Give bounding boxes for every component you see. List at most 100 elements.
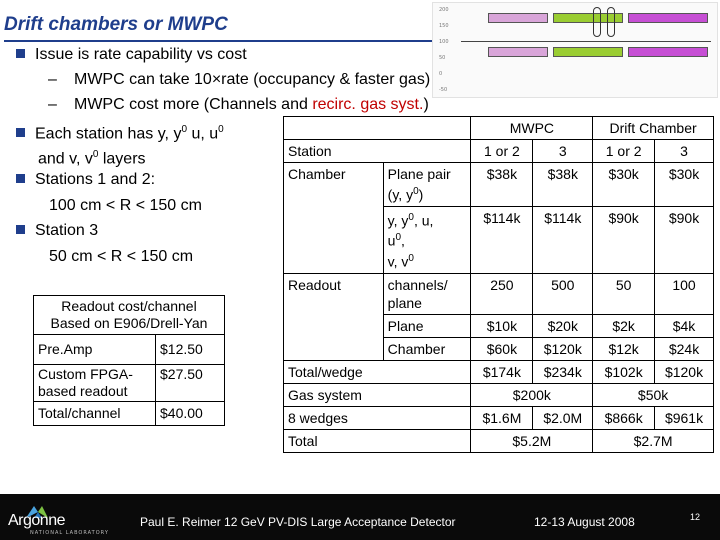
table-row: Gas system $200k $50k <box>282 382 714 407</box>
bullet-square-icon <box>16 128 25 138</box>
plane-pair-value: $38k <box>532 162 594 207</box>
bullet-layers-line2: and v, v0 layers <box>38 145 146 169</box>
thumb-axis-label: -50 <box>439 87 448 93</box>
total-label: Total <box>282 428 472 453</box>
channels-value: 500 <box>532 272 594 315</box>
bullet-rate: Issue is rate capability vs cost <box>16 45 247 65</box>
presentation-date: 12-13 August 2008 <box>534 515 635 529</box>
readout-header-line1: Readout cost/channel <box>61 298 197 314</box>
slide-footer: Argonne NATIONAL LABORATORY Paul E. Reim… <box>0 494 720 540</box>
total-wedge-value: $174k <box>470 359 534 384</box>
thumb-detector-shape <box>553 47 623 57</box>
layer-text: v, v <box>387 253 409 270</box>
channels-per-plane-label: channels/ plane <box>382 272 472 315</box>
bullet-stations-1-2: Stations 1 and 2: <box>16 170 155 190</box>
table-row: Pre.Amp $12.50 <box>33 334 225 365</box>
readout-row-label: Pre.Amp <box>33 334 156 365</box>
table-row: Station 1 or 2 3 1 or 2 3 <box>282 139 714 163</box>
bullet-text: layers <box>98 150 146 168</box>
station-row-label: Station <box>282 139 472 163</box>
full-layer-set-label: y, y0, u, u0, v, v0 <box>382 205 472 274</box>
superscript: 0 <box>413 186 419 197</box>
thumb-axis-label: 100 <box>439 39 449 45</box>
thumb-magnet-shape <box>488 47 548 57</box>
readout-cost-table: Readout cost/channel Based on E906/Drell… <box>33 295 225 426</box>
full-layer-value: $114k <box>470 205 534 274</box>
slide-title: Drift chambers or MWPC <box>4 14 228 35</box>
bullet-text: Issue is rate capability vs cost <box>35 46 247 63</box>
thumb-magnet-shape <box>488 13 548 23</box>
table-row: Readout cost/channel Based on E906/Drell… <box>33 295 225 335</box>
full-layer-value: $90k <box>654 205 714 274</box>
full-layer-value: $90k <box>592 205 656 274</box>
plane-pair-text: ) <box>418 186 424 203</box>
sub-bullet-text: MWPC can take 10×rate (occupancy & faste… <box>74 71 431 88</box>
total-wedge-label: Total/wedge <box>282 359 472 384</box>
table-row: 8 wedges $1.6M $2.0M $866k $961k <box>282 405 714 430</box>
plane-pair-value: $38k <box>470 162 534 207</box>
table-row: Total $5.2M $2.7M <box>282 428 714 453</box>
table-row: y, y0, u, u0, v, v0 $114k $114k $90k $90k <box>284 205 714 274</box>
thumb-axis-label: 50 <box>439 55 446 61</box>
total-wedge-value: $120k <box>654 359 714 384</box>
wedges-value: $866k <box>592 405 656 430</box>
sub-bullet-mwpc-cost: – MWPC cost more (Channels and recirc. ga… <box>48 96 429 113</box>
layer-text: u <box>387 232 396 249</box>
total-wedge-value: $102k <box>592 359 656 384</box>
table-row: Total/wedge $174k $234k $102k $120k <box>282 359 714 384</box>
plane-pair-value: $30k <box>592 162 656 207</box>
superscript: 0 <box>408 211 414 223</box>
table-row: Custom FPGA-based readout $27.50 <box>33 364 225 402</box>
channels-value: 100 <box>654 272 714 315</box>
layer-text: y, y <box>387 212 409 229</box>
layer-text: , <box>401 232 405 249</box>
table-row: MWPC Drift Chamber <box>282 116 714 140</box>
station-value: 3 <box>532 139 594 163</box>
bullet-square-icon <box>16 225 25 234</box>
thumb-axis-label: 150 <box>439 23 449 29</box>
readout-header-line2: Based on E906/Drell-Yan <box>50 315 208 331</box>
chamber-readout-value: $60k <box>470 336 534 361</box>
drift-column-header: Drift Chamber <box>592 116 714 140</box>
chamber-group-label: Chamber <box>283 162 384 274</box>
readout-row-label: Total/channel <box>33 401 156 426</box>
thumb-calorimeter-shape <box>628 47 708 57</box>
table-row: Total/channel $40.00 <box>33 401 225 426</box>
chamber-readout-value: $120k <box>532 336 594 361</box>
channels-value: 250 <box>470 272 534 315</box>
bullet-text: and v, v <box>38 150 93 168</box>
wedges-value: $961k <box>654 405 714 430</box>
mwpc-column-header: MWPC <box>470 116 594 140</box>
chamber-readout-value: $12k <box>592 336 656 361</box>
plane-readout-value: $2k <box>592 313 656 338</box>
readout-row-value: $12.50 <box>155 334 225 365</box>
superscript: 0 <box>92 149 99 160</box>
plane-readout-value: $20k <box>532 313 594 338</box>
readout-table-header: Readout cost/channel Based on E906/Drell… <box>33 295 225 335</box>
readout-row-label: Custom FPGA-based readout <box>33 364 156 402</box>
superscript: 0 <box>181 124 188 135</box>
station-3-range: 50 cm < R < 150 cm <box>49 248 194 265</box>
total-mwpc-value: $5.2M <box>470 428 594 453</box>
plane-readout-label: Plane <box>382 313 472 338</box>
superscript: 0 <box>218 124 224 135</box>
presenter-info: Paul E. Reimer 12 GeV PV-DIS Large Accep… <box>140 515 456 529</box>
thumb-calorimeter-shape <box>628 13 708 23</box>
slide-number: 12 <box>690 512 701 522</box>
plane-pair-value: $30k <box>654 162 714 207</box>
table-row: Chamber Plane pair (y, y0) $38k $38k $30k… <box>283 162 714 274</box>
superscript: 0 <box>395 232 402 244</box>
bullet-text: Stations 1 and 2: <box>35 171 156 188</box>
bullet-layers: Each station has y, y0 u, u0 <box>16 120 224 144</box>
wedges-label: 8 wedges <box>282 405 472 430</box>
station-value: 1 or 2 <box>592 139 656 163</box>
table-corner <box>282 116 472 140</box>
gas-mwpc-value: $200k <box>470 382 594 407</box>
cost-comparison-table: MWPC Drift Chamber Station 1 or 2 3 1 or… <box>282 116 714 453</box>
station-value: 1 or 2 <box>470 139 534 163</box>
argonne-logo-icon <box>26 506 48 518</box>
plane-readout-value: $4k <box>654 313 714 338</box>
sub-bullet-text: MWPC cost more (Channels and <box>74 96 313 113</box>
thumb-axis-label: 0 <box>439 71 443 77</box>
argonne-logo-subtext: NATIONAL LABORATORY <box>30 530 109 536</box>
